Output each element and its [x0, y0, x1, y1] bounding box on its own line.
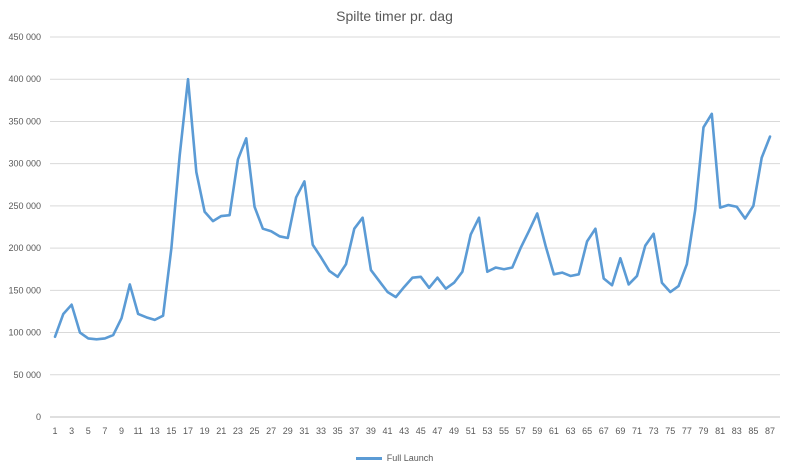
x-tick-label: 77	[682, 426, 692, 436]
x-tick-label: 71	[632, 426, 642, 436]
y-tick-label: 0	[36, 412, 41, 422]
y-tick-label: 450 000	[8, 32, 41, 42]
x-tick-label: 23	[233, 426, 243, 436]
x-tick-label: 9	[119, 426, 124, 436]
x-tick-label: 73	[649, 426, 659, 436]
x-tick-label: 39	[366, 426, 376, 436]
legend-label: Full Launch	[386, 453, 434, 463]
x-tick-label: 85	[748, 426, 758, 436]
y-tick-label: 50 000	[13, 370, 41, 380]
y-tick-label: 100 000	[8, 328, 41, 338]
x-tick-label: 87	[765, 426, 775, 436]
x-tick-label: 69	[615, 426, 625, 436]
x-tick-label: 79	[698, 426, 708, 436]
y-tick-label: 200 000	[8, 243, 41, 253]
x-tick-label: 75	[665, 426, 675, 436]
y-tick-label: 400 000	[8, 74, 41, 84]
x-tick-label: 43	[399, 426, 409, 436]
x-tick-label: 5	[86, 426, 91, 436]
y-tick-label: 300 000	[8, 159, 41, 169]
x-tick-label: 59	[532, 426, 542, 436]
x-tick-label: 53	[482, 426, 492, 436]
x-tick-label: 41	[383, 426, 393, 436]
x-tick-label: 21	[216, 426, 226, 436]
x-tick-label: 27	[266, 426, 276, 436]
x-tick-label: 61	[549, 426, 559, 436]
x-tick-label: 17	[183, 426, 193, 436]
x-tick-label: 67	[599, 426, 609, 436]
chart-title: Spilte timer pr. dag	[336, 8, 453, 24]
x-tick-label: 1	[52, 426, 57, 436]
x-tick-label: 49	[449, 426, 459, 436]
x-tick-label: 31	[299, 426, 309, 436]
x-tick-label: 51	[466, 426, 476, 436]
x-tick-label: 81	[715, 426, 725, 436]
x-tick-label: 37	[349, 426, 359, 436]
legend: Full Launch	[0, 453, 789, 463]
x-tick-label: 11	[133, 426, 142, 436]
y-tick-label: 350 000	[8, 116, 41, 126]
x-tick-label: 29	[283, 426, 293, 436]
x-tick-label: 19	[200, 426, 210, 436]
x-tick-label: 33	[316, 426, 326, 436]
x-tick-label: 13	[150, 426, 160, 436]
legend-swatch	[355, 456, 382, 460]
x-tick-label: 63	[565, 426, 575, 436]
x-tick-label: 7	[102, 426, 107, 436]
y-tick-label: 150 000	[8, 285, 41, 295]
x-tick-label: 57	[516, 426, 526, 436]
series-line-full-launch	[53, 77, 772, 341]
x-tick-label: 83	[732, 426, 742, 436]
x-tick-label: 45	[416, 426, 426, 436]
y-tick-label: 250 000	[8, 201, 41, 211]
x-tick-label: 35	[333, 426, 343, 436]
x-tick-label: 47	[432, 426, 442, 436]
x-tick-label: 3	[69, 426, 74, 436]
x-tick-label: 15	[166, 426, 176, 436]
x-tick-label: 55	[499, 426, 509, 436]
x-tick-label: 25	[250, 426, 260, 436]
x-tick-label: 65	[582, 426, 592, 436]
